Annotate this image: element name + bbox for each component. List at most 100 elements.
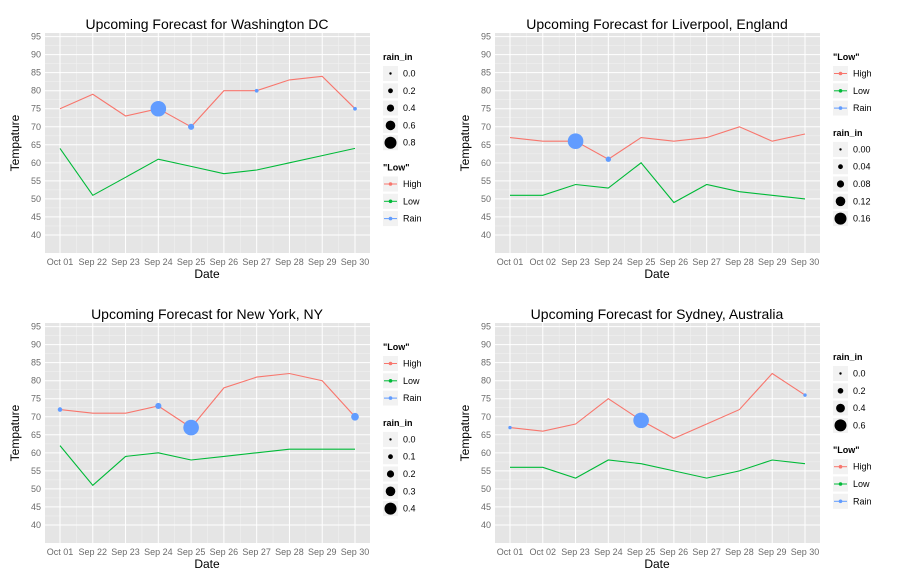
x-tick-label: Sep 29 xyxy=(758,257,787,267)
y-tick-label: 65 xyxy=(481,140,491,150)
legend-entry-label: 0.6 xyxy=(853,420,866,430)
x-tick-label: Sep 29 xyxy=(308,547,337,557)
y-tick-label: 95 xyxy=(481,32,491,42)
legend-title: rain_in xyxy=(833,352,863,362)
legend-entry-label: 0.3 xyxy=(403,486,416,496)
legend-title: rain_in xyxy=(383,52,413,62)
legend-title: "Low" xyxy=(383,342,410,352)
legend-dot xyxy=(838,499,843,504)
legend-entry-label: 0.0 xyxy=(403,69,416,79)
x-tick-label: Oct 02 xyxy=(530,257,557,267)
x-tick-label: Sep 25 xyxy=(177,547,206,557)
x-tick-label: Sep 30 xyxy=(341,547,370,557)
y-tick-label: 85 xyxy=(31,68,41,78)
legend-dot xyxy=(388,396,393,400)
x-tick-label: Sep 25 xyxy=(627,547,656,557)
legend-title: rain_in xyxy=(833,128,863,138)
y-tick-label: 60 xyxy=(481,448,491,458)
legend-size-dot xyxy=(836,403,845,413)
rain-point xyxy=(155,402,162,410)
y-tick-label: 55 xyxy=(31,176,41,186)
rain-point xyxy=(254,88,259,93)
legend-size-dot xyxy=(388,454,393,460)
y-tick-label: 90 xyxy=(31,340,41,350)
x-tick-label: Sep 23 xyxy=(111,547,140,557)
rain-point xyxy=(57,407,63,412)
legend-dot xyxy=(838,89,843,93)
y-tick-label: 45 xyxy=(31,502,41,512)
chart-title: Upcoming Forecast for New York, NY xyxy=(91,306,324,322)
rain-point xyxy=(633,412,649,429)
y-tick-label: 90 xyxy=(481,340,491,350)
legend-size-dot xyxy=(837,388,844,394)
legend-entry-label: Rain xyxy=(853,496,872,506)
y-tick-label: 80 xyxy=(481,376,491,386)
series-line-high xyxy=(509,126,806,160)
x-tick-label: Sep 27 xyxy=(242,257,271,267)
y-tick-label: 50 xyxy=(31,194,41,204)
y-tick-label: 85 xyxy=(31,358,41,368)
legend-entry-label: 0.2 xyxy=(403,469,416,479)
y-tick-label: 50 xyxy=(481,484,491,494)
x-tick-label: Sep 26 xyxy=(210,547,239,557)
rain-point xyxy=(803,393,807,397)
y-tick-label: 55 xyxy=(31,466,41,476)
legend-entry-label: 0.16 xyxy=(853,214,871,224)
x-axis-title: Date xyxy=(644,267,670,281)
legend-entry-label: 0.00 xyxy=(853,144,871,154)
x-tick-label: Sep 25 xyxy=(177,257,206,267)
legend-title: "Low" xyxy=(833,445,860,455)
chart-title: Upcoming Forecast for Liverpool, England xyxy=(526,16,787,32)
y-tick-label: 40 xyxy=(481,520,491,530)
legend-size-dot xyxy=(834,212,847,225)
legend-size-dot xyxy=(385,120,396,131)
y-tick-label: 80 xyxy=(31,86,41,96)
legend-size-dot xyxy=(389,438,392,441)
rain-point xyxy=(183,419,199,436)
y-tick-label: 75 xyxy=(481,104,491,114)
legend-title: "Low" xyxy=(383,163,410,173)
x-tick-label: Oct 01 xyxy=(497,257,524,267)
legend-entry-label: Low xyxy=(403,196,420,206)
x-axis-title: Date xyxy=(194,267,220,281)
series-line-high xyxy=(509,372,806,440)
y-axis-title: Tempature xyxy=(458,114,472,171)
legend-size-dot xyxy=(388,88,393,94)
y-axis-title: Tempature xyxy=(8,114,22,171)
legend-size-dot xyxy=(839,148,842,151)
legend-dot xyxy=(388,216,393,221)
chart-panel: 40 45 50 55 60 65 70 75 80 85 90 95 Oct 01 Oct 02 Sep … xyxy=(458,306,872,571)
y-tick-label: 60 xyxy=(481,158,491,168)
legend-size-dot xyxy=(386,104,395,112)
legend-size-dot xyxy=(834,419,847,432)
x-tick-label: Sep 23 xyxy=(561,547,590,557)
legend-entry-label: 0.12 xyxy=(853,196,871,206)
chart-title: Upcoming Forecast for Sydney, Australia xyxy=(531,306,784,322)
y-tick-label: 95 xyxy=(31,32,41,42)
y-tick-label: 65 xyxy=(31,430,41,440)
y-tick-label: 40 xyxy=(481,230,491,240)
rain-point xyxy=(508,425,512,430)
x-tick-label: Sep 28 xyxy=(275,257,304,267)
y-tick-label: 70 xyxy=(481,122,491,132)
x-tick-label: Sep 28 xyxy=(275,547,304,557)
y-tick-label: 70 xyxy=(31,412,41,422)
legend-entry-label: 0.0 xyxy=(403,434,416,444)
legend-title: rain_in xyxy=(383,418,413,428)
legend-entry-label: Rain xyxy=(403,214,422,224)
x-tick-label: Sep 27 xyxy=(242,547,271,557)
legend-entry-label: 0.08 xyxy=(853,179,871,189)
legend-dot xyxy=(838,482,843,486)
x-tick-label: Sep 30 xyxy=(341,257,370,267)
rain-point xyxy=(605,156,612,162)
rain-point xyxy=(188,123,195,130)
x-tick-label: Sep 23 xyxy=(561,257,590,267)
legend-dot xyxy=(388,379,393,383)
legend-size-dot xyxy=(386,470,395,478)
y-tick-label: 40 xyxy=(31,230,41,240)
legend-size-dot xyxy=(836,180,845,188)
legend-entry-label: 0.2 xyxy=(403,86,416,96)
series-line-high xyxy=(59,75,356,128)
x-tick-label: Oct 01 xyxy=(47,257,74,267)
